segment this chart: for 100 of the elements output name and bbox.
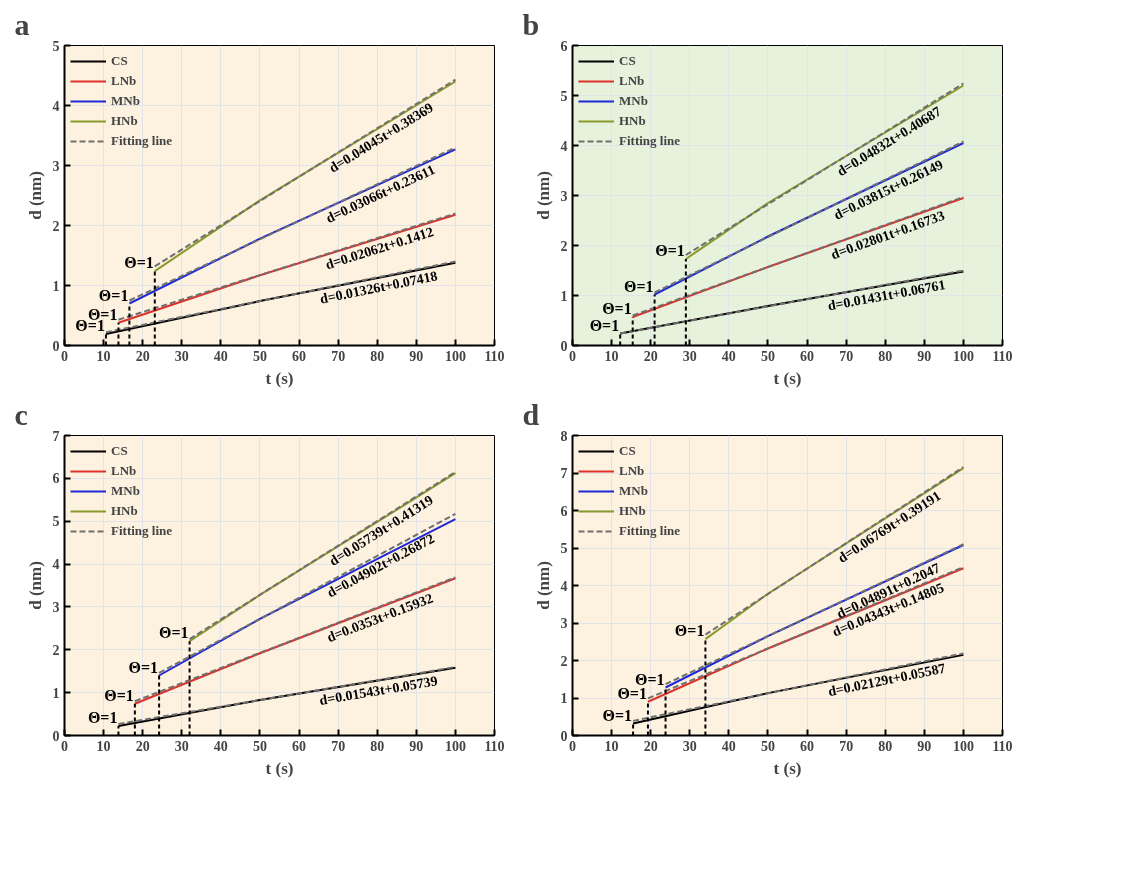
x-tick-label: 50 [760,738,775,754]
x-tick-label: 90 [917,738,932,754]
y-tick-label: 2 [52,218,60,234]
y-tick-label: 4 [560,138,568,154]
x-tick-label: 40 [721,738,736,754]
y-axis-title: d (nm) [533,561,553,610]
y-tick-label: 1 [52,278,60,294]
legend-label: Fitting line [111,523,173,539]
legend-label: CS [111,53,129,69]
x-tick-label: 20 [643,348,658,364]
y-tick-label: 2 [560,238,568,254]
x-tick-label: 110 [484,348,505,364]
y-tick-label: 7 [52,428,60,444]
y-tick-label: 0 [52,728,60,744]
annotation: Θ=1 [589,316,620,334]
x-tick-label: 70 [839,348,854,364]
legend-label: Fitting line [111,133,173,149]
x-tick-label: 80 [370,348,385,364]
y-tick-label: 3 [560,188,568,204]
y-tick-label: 1 [560,288,568,304]
annotation: Θ=1 [98,286,129,304]
annotation: Θ=1 [602,706,633,724]
x-tick-label: 110 [992,348,1013,364]
annotation: Θ=1 [624,277,654,295]
x-tick-label: 70 [331,348,346,364]
x-axis-title: t (s) [773,368,802,388]
x-tick-label: 80 [370,738,385,754]
y-tick-label: 7 [560,466,568,481]
y-tick-label: 6 [52,471,60,487]
y-tick-label: 4 [560,578,568,594]
y-tick-label: 0 [52,338,60,354]
x-tick-label: 80 [878,738,893,754]
x-tick-label: 50 [252,348,267,364]
legend-label: HNb [111,503,138,519]
x-tick-label: 80 [878,348,893,364]
annotation: Θ=1 [655,242,685,259]
x-tick-label: 100 [444,738,466,754]
legend-label: MNb [111,483,140,499]
x-tick-label: 100 [444,348,466,364]
x-tick-label: 10 [96,738,111,754]
legend-label: CS [111,443,129,459]
legend-label: HNb [619,503,646,519]
legend-label: MNb [111,93,140,109]
y-tick-label: 5 [52,38,60,54]
x-tick-label: 30 [174,348,189,364]
y-tick-label: 3 [52,158,60,174]
legend-label: MNb [619,93,648,109]
x-axis-title: t (s) [773,758,802,778]
x-tick-label: 30 [682,738,697,754]
y-tick-label: 5 [52,514,60,530]
chart-title: c [14,397,28,431]
x-axis-title: t (s) [265,758,294,778]
x-tick-label: 30 [682,348,697,364]
x-tick-label: 100 [952,738,974,754]
legend-label: MNb [619,483,648,499]
y-axis-title: d (nm) [25,561,45,610]
x-tick-label: 90 [409,348,424,364]
y-tick-label: 0 [560,728,568,744]
y-axis-title: d (nm) [533,171,553,220]
x-tick-label: 60 [800,738,815,754]
chart-title: a [14,7,30,41]
legend-label: LNb [619,463,645,479]
x-tick-label: 40 [213,738,228,754]
y-tick-label: 4 [52,98,60,114]
annotation: Θ=1 [128,658,159,676]
y-tick-label: 2 [560,653,568,669]
legend-label: Fitting line [619,133,681,149]
x-tick-label: 20 [135,738,150,754]
x-tick-label: 20 [135,348,150,364]
x-tick-label: 60 [292,738,307,754]
x-tick-label: 20 [643,738,658,754]
legend-label: HNb [619,113,646,129]
x-tick-label: 100 [952,348,974,364]
x-tick-label: 110 [992,738,1013,754]
legend-label: HNb [111,113,138,129]
x-tick-label: 60 [292,348,307,364]
annotation: Θ=1 [104,686,134,704]
y-tick-label: 6 [560,38,568,54]
y-tick-label: 6 [560,503,568,519]
y-tick-label: 4 [52,557,60,573]
x-tick-label: 50 [252,738,267,754]
x-tick-label: 10 [96,348,111,364]
annotation: Θ=1 [87,709,118,727]
y-tick-label: 1 [560,691,568,706]
x-tick-label: 70 [331,738,346,754]
x-tick-label: 40 [213,348,228,364]
annotation: Θ=1 [124,254,154,272]
chart-title: d [522,397,540,431]
y-tick-label: 2 [52,642,60,658]
chart-title: b [522,7,540,41]
y-tick-label: 5 [560,541,568,556]
y-tick-label: 8 [560,428,568,444]
x-tick-label: 60 [800,348,815,364]
annotation: Θ=1 [159,624,189,642]
legend-label: LNb [111,463,137,479]
legend-label: LNb [619,73,645,89]
legend-label: CS [619,53,637,69]
y-tick-label: 5 [560,88,568,104]
x-tick-label: 90 [409,738,424,754]
x-tick-label: 70 [839,738,854,754]
